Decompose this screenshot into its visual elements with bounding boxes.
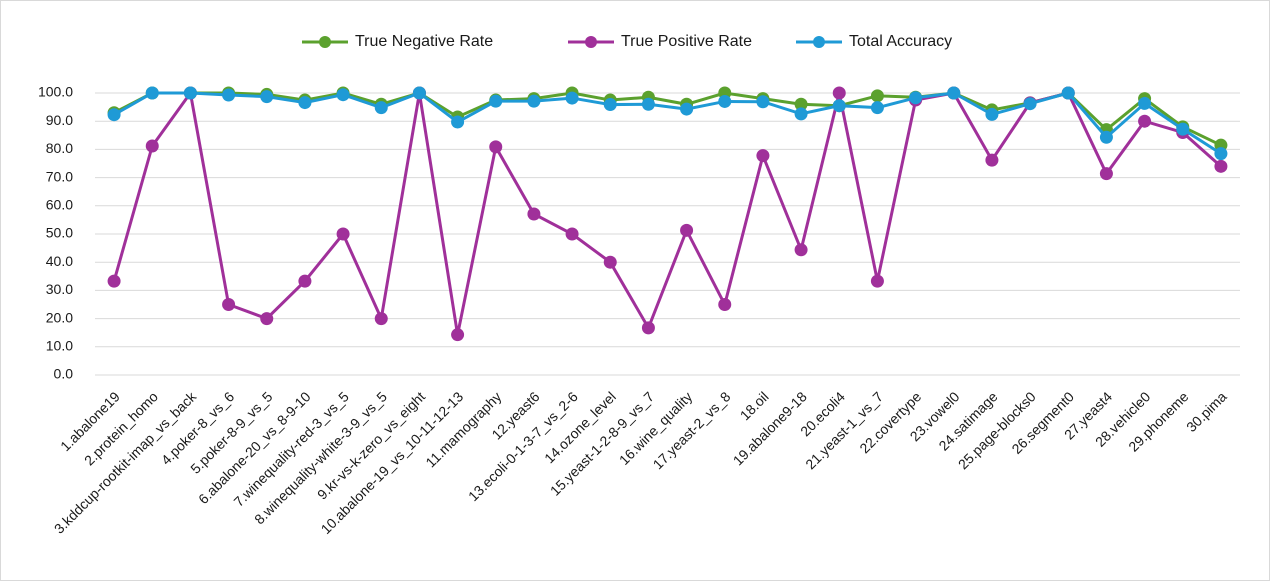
- point: [603, 255, 617, 269]
- point: [374, 101, 388, 115]
- point: [489, 94, 503, 108]
- y-tick-label: 10.0: [46, 338, 73, 354]
- legend-marker: [585, 36, 597, 48]
- y-tick-label: 90.0: [46, 112, 73, 128]
- point: [336, 88, 350, 102]
- y-tick-label: 80.0: [46, 140, 73, 156]
- point: [1214, 147, 1228, 161]
- point: [641, 321, 655, 335]
- point: [107, 274, 121, 288]
- y-tick-label: 50.0: [46, 225, 73, 241]
- legend-marker: [319, 36, 331, 48]
- point: [832, 99, 846, 113]
- point: [756, 149, 770, 163]
- y-tick-label: 100.0: [38, 84, 73, 100]
- point: [794, 107, 808, 121]
- point: [565, 91, 579, 105]
- y-tick-label: 30.0: [46, 281, 73, 297]
- point: [1138, 96, 1152, 110]
- point: [947, 86, 961, 100]
- legend-label: Total Accuracy: [849, 33, 952, 50]
- point: [870, 101, 884, 115]
- point: [603, 98, 617, 112]
- point: [489, 140, 503, 154]
- point: [985, 107, 999, 121]
- y-tick-label: 60.0: [46, 197, 73, 213]
- point: [718, 94, 732, 108]
- point: [909, 91, 923, 105]
- point: [527, 94, 541, 108]
- y-tick-label: 70.0: [46, 168, 73, 184]
- point: [794, 243, 808, 257]
- point: [756, 95, 770, 109]
- point: [145, 139, 159, 153]
- point: [794, 97, 808, 111]
- point: [870, 274, 884, 288]
- point: [298, 274, 312, 288]
- point: [412, 86, 426, 100]
- point: [680, 102, 694, 116]
- y-tick-label: 0.0: [54, 366, 74, 382]
- point: [1176, 122, 1190, 136]
- point: [451, 115, 465, 129]
- point: [870, 89, 884, 103]
- point: [145, 86, 159, 100]
- legend-label: True Negative Rate: [355, 33, 493, 50]
- point: [107, 108, 121, 122]
- point: [832, 86, 846, 100]
- point: [1023, 97, 1037, 111]
- legend-label: True Positive Rate: [621, 33, 752, 50]
- point: [451, 328, 465, 342]
- point: [298, 96, 312, 110]
- point: [222, 298, 236, 311]
- point: [1099, 167, 1113, 181]
- point: [260, 312, 274, 326]
- point: [527, 207, 541, 221]
- legend-marker: [813, 36, 825, 48]
- point: [1099, 130, 1113, 144]
- point: [260, 90, 274, 104]
- point: [336, 227, 350, 241]
- point: [985, 153, 999, 167]
- point: [680, 223, 694, 237]
- point: [641, 97, 655, 111]
- point: [374, 312, 388, 326]
- y-tick-label: 20.0: [46, 309, 73, 325]
- point: [1214, 159, 1228, 173]
- y-tick-label: 40.0: [46, 253, 73, 269]
- point: [1138, 114, 1152, 128]
- point: [183, 86, 197, 100]
- point: [565, 227, 579, 241]
- point: [222, 88, 236, 102]
- point: [1061, 86, 1075, 100]
- point: [718, 298, 732, 311]
